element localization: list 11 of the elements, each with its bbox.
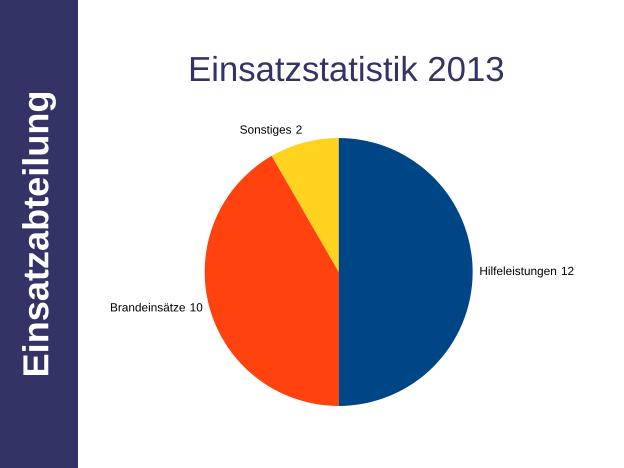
text: Einsatzabteilung: [22, 92, 56, 376]
pie-slice: [204, 156, 339, 406]
pie-slice: [272, 138, 339, 272]
data-label: 12: [562, 266, 574, 276]
pie-slice: [338, 138, 473, 406]
slice-label: Brandeinsätze: [110, 302, 185, 312]
slice-label: Sonstiges: [240, 125, 292, 136]
chart-title: Einsatzstatistik 2013: [190, 56, 504, 82]
slice-label: Hilfeleistungen: [480, 266, 556, 278]
data-label: 2: [296, 125, 302, 134]
data-label: 10: [190, 303, 202, 312]
